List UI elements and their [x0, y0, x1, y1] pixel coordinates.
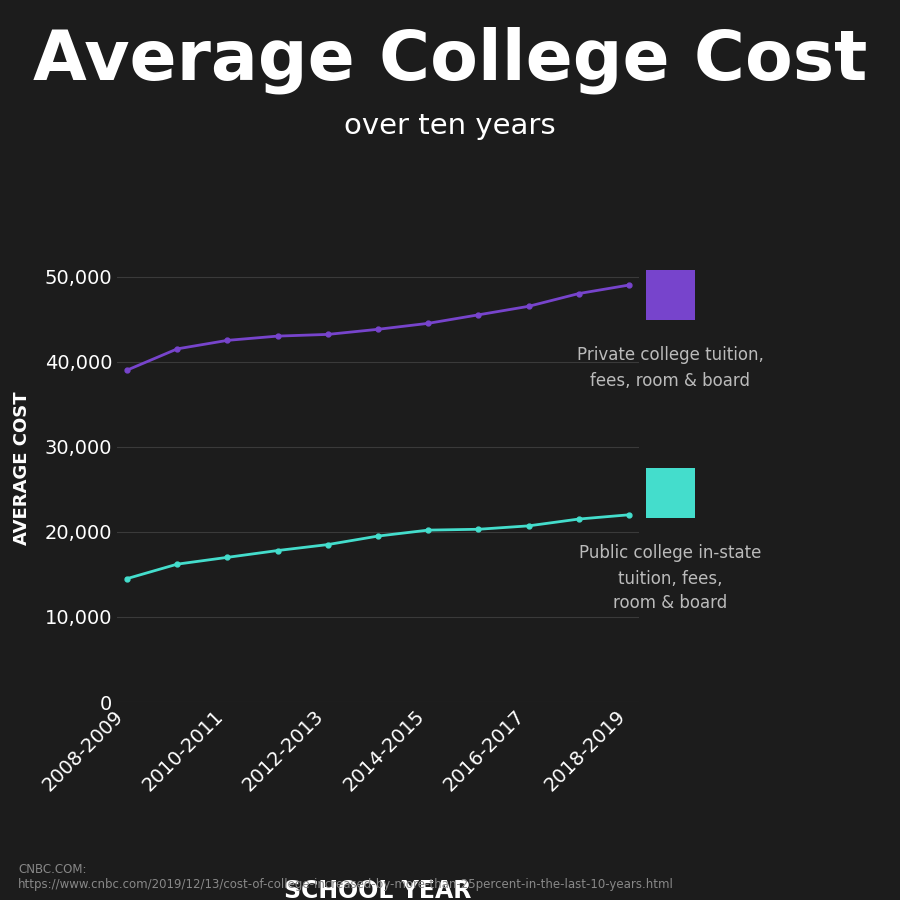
Text: over ten years: over ten years [344, 112, 556, 140]
Text: Private college tuition,
fees, room & board: Private college tuition, fees, room & bo… [577, 346, 764, 390]
Y-axis label: AVERAGE COST: AVERAGE COST [13, 392, 31, 544]
X-axis label: SCHOOL YEAR: SCHOOL YEAR [284, 878, 472, 900]
Text: Average College Cost: Average College Cost [32, 27, 868, 94]
Text: Public college in-state
tuition, fees,
room & board: Public college in-state tuition, fees, r… [580, 544, 761, 613]
Text: CNBC.COM:
https://www.cnbc.com/2019/12/13/cost-of-college-increased-by-more-than: CNBC.COM: https://www.cnbc.com/2019/12/1… [18, 863, 674, 891]
